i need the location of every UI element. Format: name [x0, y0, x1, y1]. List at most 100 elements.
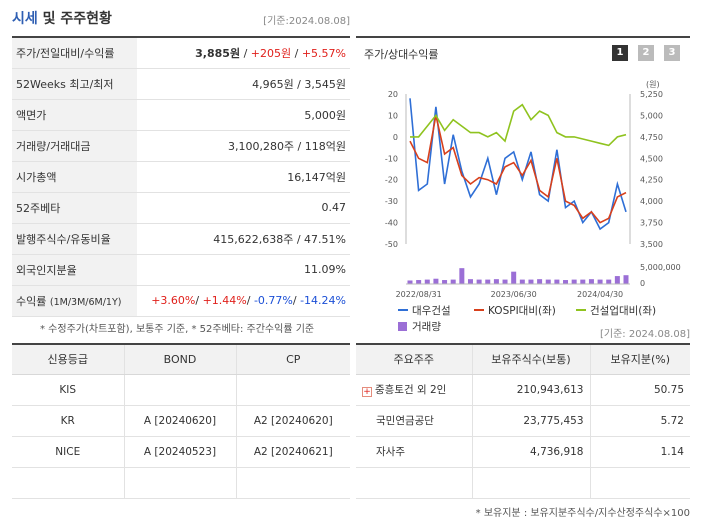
credit-header-row: 신용등급 BOND CP: [12, 344, 350, 375]
credit-header-cp: CP: [235, 344, 350, 375]
series-line-1: [409, 98, 627, 231]
volume-bar: [614, 276, 620, 284]
right-tick-label: 4,000: [640, 197, 663, 206]
legend-label-1: 대우건설: [412, 305, 451, 317]
chart-panel: 주가/상대수익률 1 2 3 (원) 20 10 0 -10 -20 -30 -40 -50 5,…: [356, 36, 690, 333]
credit-bond: A [20240620]: [123, 405, 236, 437]
expand-plus-icon[interactable]: +: [362, 387, 372, 397]
volume-bar: [467, 279, 473, 284]
chart-period-button-1[interactable]: 1: [612, 45, 628, 61]
volume-bar: [588, 279, 594, 284]
x-tick-label: 2024/04/30: [577, 290, 623, 299]
par-value: 5,000원: [137, 99, 350, 131]
table-row: 국민연금공단 23,775,453 5.72: [356, 405, 690, 437]
credit-cp: A2 [20240620]: [235, 405, 350, 437]
volume-bar: [537, 279, 543, 284]
quote-row-52w: 52Weeks 최고/최저 4,965원 / 3,545원: [12, 68, 350, 100]
right-tick-label: 3,750: [640, 219, 663, 228]
holder-shares: 210,943,613: [471, 374, 590, 406]
return-value: +3.60%/ +1.44%/ -0.77%/ -14.24%: [137, 285, 350, 317]
table-row: NICE A [20240523] A2 [20240621]: [12, 436, 350, 468]
right-tick-label: 4,750: [640, 133, 663, 142]
right-tick-label: 5,000: [640, 111, 663, 120]
credit-agency: NICE: [12, 436, 124, 468]
holder-name[interactable]: + 중흥토건 외 2인: [356, 374, 472, 406]
volume-bar: [416, 280, 422, 284]
beta-label: 52주베타: [12, 192, 137, 224]
right-tick-label: 4,250: [640, 176, 663, 185]
credit-rating-table: 신용등급 BOND CP KIS KR A [20240620] A2 [202…: [12, 343, 350, 499]
table-row: 자사주 4,736,918 1.14: [356, 436, 690, 468]
holders-header-pct: 보유지분(%): [589, 344, 690, 375]
holders-header-row: 주요주주 보유주식수(보통) 보유지분(%): [356, 344, 690, 375]
credit-bond: [123, 467, 236, 499]
volume-bar: [485, 279, 491, 284]
volume-bar: [502, 279, 508, 284]
volume-bar: [433, 278, 439, 284]
holder-pct: [589, 467, 690, 499]
quote-row-foreign: 외국인지분율 11.09%: [12, 254, 350, 286]
volume-bar: [606, 279, 612, 284]
legend-label-3: 건설업대비(좌): [590, 304, 656, 317]
left-tick-label: 0: [393, 133, 398, 142]
x-tick-label: 2023/06/30: [491, 290, 537, 299]
holder-name-text: 중흥토건 외 2인: [375, 384, 447, 396]
volume-bar: [545, 279, 551, 284]
series-line-3: [410, 103, 627, 147]
holder-name: 국민연금공단: [356, 405, 472, 437]
price: 3,885원: [195, 46, 241, 60]
mcap-value: 16,147억원: [137, 161, 350, 193]
chart-period-button-2[interactable]: 2: [638, 45, 654, 61]
major-shareholders-table: 주요주주 보유주식수(보통) 보유지분(%) + 중흥토건 외 2인 210,94…: [356, 343, 690, 499]
chart-period-button-3[interactable]: 3: [664, 45, 680, 61]
table-row: [12, 467, 350, 499]
credit-cp: A2 [20240621]: [235, 436, 350, 468]
volume-bar: [459, 268, 465, 284]
volume-bar: [407, 280, 413, 284]
credit-bond: [123, 374, 236, 406]
holder-shares: 23,775,453: [471, 405, 590, 437]
volume-bar: [519, 279, 525, 284]
w52-value: 4,965원 / 3,545원: [137, 68, 350, 100]
credit-header-bond: BOND: [123, 344, 236, 375]
credit-agency: [12, 467, 124, 499]
price-change: +205원: [250, 46, 292, 60]
volume-tick-label: 5,000,000: [640, 263, 681, 272]
chart-title: 주가/상대수익률: [364, 48, 439, 61]
price-label: 주가/전일대비/수익률: [12, 37, 137, 69]
quote-row-shares: 발행주식수/유동비율 415,622,638주 / 47.51%: [12, 223, 350, 255]
quote-footnote: * 수정주가(차트포함), 보통주 기준, * 52주베타: 주간수익률 기준: [40, 324, 315, 335]
left-tick-label: -10: [385, 154, 398, 163]
left-tick-label: -40: [385, 219, 398, 228]
left-tick-label: -50: [385, 240, 398, 249]
credit-cp: [235, 467, 350, 499]
right-tick-label: 3,500: [640, 240, 663, 249]
foreign-value: 11.09%: [137, 254, 350, 286]
holder-shares: [471, 467, 590, 499]
legend-label-2: KOSPI대비(좌): [488, 305, 556, 317]
shares-label: 발행주식수/유동비율: [12, 223, 137, 255]
quote-row-beta: 52주베타 0.47: [12, 192, 350, 224]
table-row: KR A [20240620] A2 [20240620]: [12, 405, 350, 437]
return-label: 수익률 (1M/3M/6M/1Y): [12, 285, 137, 317]
left-tick-label: 20: [388, 90, 398, 99]
price-value: 3,885원 / +205원 / +5.57%: [137, 37, 350, 69]
return-label-periods: (1M/3M/6M/1Y): [49, 296, 122, 308]
quote-row-volume: 거래량/거래대금 3,100,280주 / 118억원: [12, 130, 350, 162]
return-6m: -0.77%: [253, 294, 293, 307]
quote-table: 주가/전일대비/수익률 3,885원 / +205원 / +5.57% 52We…: [12, 36, 350, 317]
holders-header-name: 주요주주: [356, 344, 472, 375]
table-row: + 중흥토건 외 2인 210,943,613 50.75: [356, 374, 690, 406]
beta-value: 0.47: [137, 192, 350, 224]
table-row: KIS: [12, 374, 350, 406]
right-axis-unit: (원): [646, 80, 660, 89]
shares-value: 415,622,638주 / 47.51%: [137, 223, 350, 255]
volume-bar: [563, 280, 569, 284]
holder-shares: 4,736,918: [471, 436, 590, 468]
holder-pct: 5.72: [589, 405, 690, 437]
quote-row-mcap: 시가총액 16,147억원: [12, 161, 350, 193]
quote-row-price: 주가/전일대비/수익률 3,885원 / +205원 / +5.57%: [12, 37, 350, 69]
right-tick-label: 5,250: [640, 90, 663, 99]
return-3m: +1.44%: [202, 294, 247, 307]
holders-base-date: [기준: 2024.08.08]: [599, 329, 690, 340]
